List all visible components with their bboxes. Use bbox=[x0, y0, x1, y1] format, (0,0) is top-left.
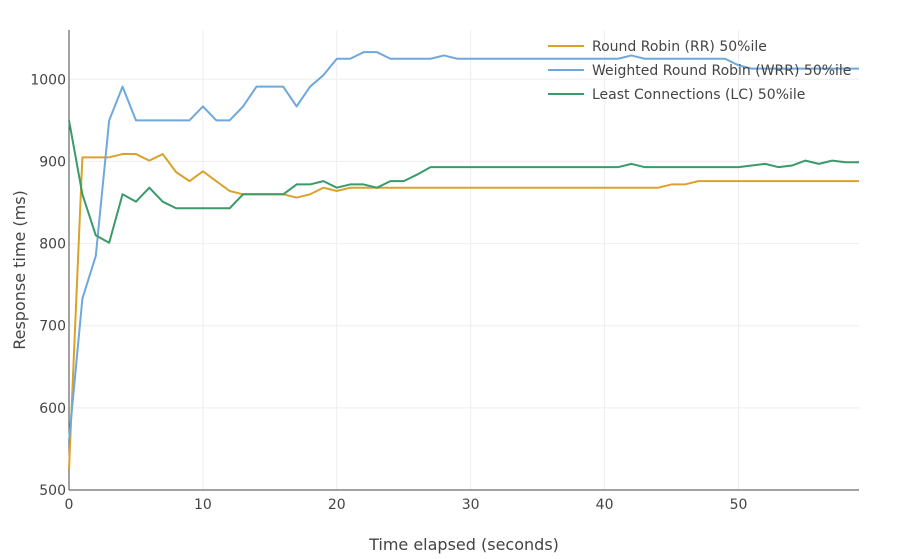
x-tick-label: 10 bbox=[194, 497, 212, 513]
series-line-2 bbox=[68, 120, 859, 244]
y-tick-label: 600 bbox=[39, 401, 66, 417]
series-lines bbox=[68, 51, 859, 470]
y-axis-title: Response time (ms) bbox=[10, 190, 29, 350]
grid-lines bbox=[69, 30, 859, 490]
y-tick-label: 1000 bbox=[30, 72, 66, 88]
y-tick-label: 800 bbox=[39, 237, 66, 253]
y-tick-label: 900 bbox=[39, 154, 66, 170]
x-axis-title: Time elapsed (seconds) bbox=[368, 535, 559, 554]
legend-label: Weighted Round Robin (WRR) 50%ile bbox=[592, 63, 851, 79]
x-tick-label: 0 bbox=[65, 497, 74, 513]
x-tick-label: 20 bbox=[328, 497, 346, 513]
x-tick-label: 50 bbox=[730, 497, 748, 513]
legend-item-0[interactable]: Round Robin (RR) 50%ile bbox=[548, 39, 767, 55]
legend[interactable]: Round Robin (RR) 50%ile Weighted Round Ro… bbox=[548, 39, 851, 103]
legend-item-2[interactable]: Least Connections (LC) 50%ile bbox=[548, 87, 805, 103]
legend-item-1[interactable]: Weighted Round Robin (WRR) 50%ile bbox=[548, 63, 851, 79]
series-line-0 bbox=[68, 153, 859, 470]
x-tick-label: 40 bbox=[596, 497, 614, 513]
y-tick-labels: 500 600 700 800 900 1000 bbox=[30, 72, 66, 499]
series-line-1 bbox=[68, 51, 859, 441]
y-tick-label: 500 bbox=[39, 483, 66, 499]
legend-label: Round Robin (RR) 50%ile bbox=[592, 39, 767, 55]
legend-label: Least Connections (LC) 50%ile bbox=[592, 87, 805, 103]
x-tick-label: 30 bbox=[462, 497, 480, 513]
y-tick-label: 700 bbox=[39, 319, 66, 335]
x-tick-labels: 0 10 20 30 40 50 bbox=[65, 497, 748, 513]
axes bbox=[68, 30, 859, 491]
